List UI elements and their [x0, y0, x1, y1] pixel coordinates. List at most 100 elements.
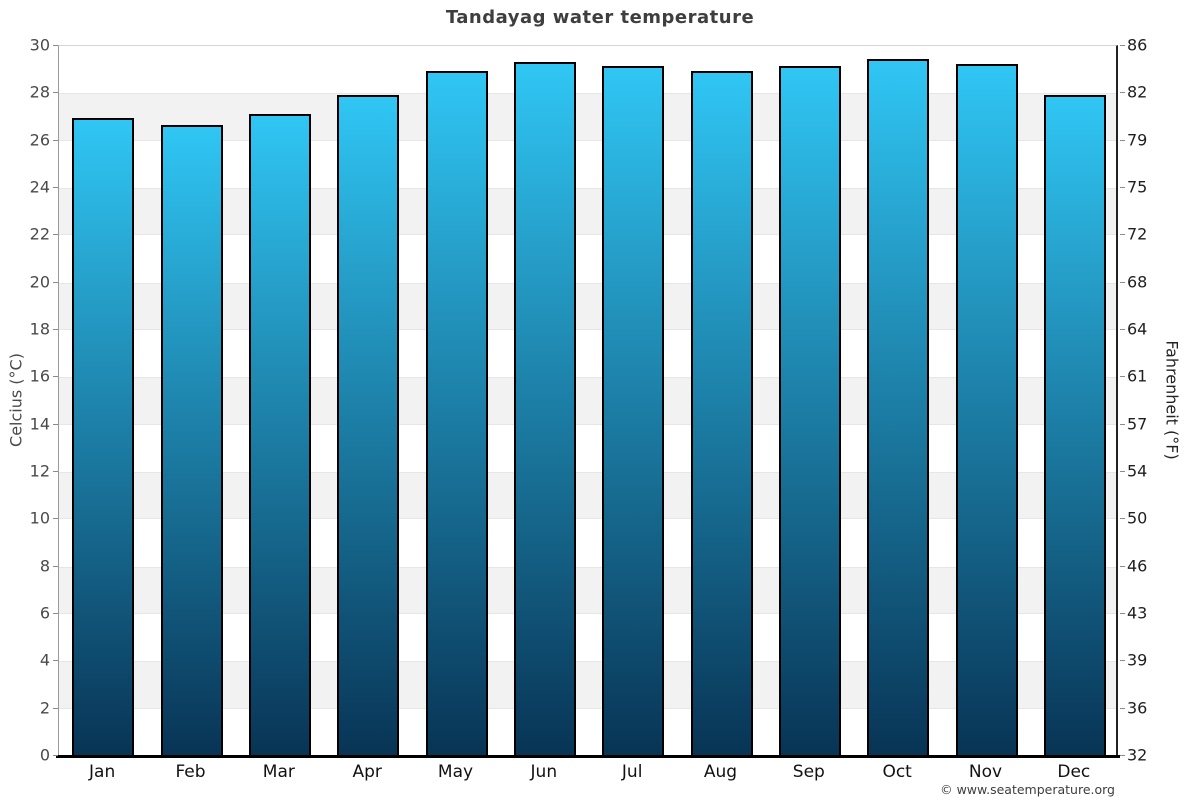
left-tick-mark — [53, 755, 58, 756]
right-tick-mark — [1120, 755, 1125, 756]
fahrenheit-tick-75: 75 — [1127, 177, 1148, 197]
month-label-may: May — [437, 762, 474, 782]
bar-nov — [955, 63, 1018, 755]
right-tick-mark — [1120, 329, 1125, 330]
bar-jul — [602, 66, 665, 755]
grid-band — [59, 282, 1116, 330]
x-axis-month-labels: Jan Feb Mar Apr May Jun Jul Aug Sep Oct Nov Dec — [58, 760, 1118, 786]
y-axis-fahrenheit-labels: 32 36 39 43 46 50 54 57 61 64 68 72 75 79 82 86 — [1127, 36, 1177, 765]
fahrenheit-tick-86: 86 — [1127, 35, 1148, 55]
y-axis-celsius-labels: 0 2 4 6 8 10 12 14 16 18 20 22 24 26 28 30 — [0, 36, 50, 765]
left-tick-mark — [53, 234, 58, 236]
right-tick-mark — [1120, 471, 1125, 472]
celsius-tick-16: 16 — [29, 366, 50, 386]
left-tick-mark — [53, 187, 58, 188]
fahrenheit-tick-46: 46 — [1127, 556, 1148, 576]
left-tick-mark — [53, 660, 58, 662]
grid-band — [59, 188, 1116, 236]
left-tick-mark — [53, 139, 58, 141]
right-tick-mark — [1120, 660, 1125, 662]
bar-mar — [248, 113, 311, 755]
month-label-jan: Jan — [89, 762, 116, 782]
left-tick-mark — [53, 281, 58, 283]
left-tick-mark — [53, 92, 58, 94]
right-tick-mark — [1120, 187, 1125, 188]
right-tick-mark — [1120, 92, 1125, 94]
left-tick-mark — [53, 518, 58, 520]
bar-apr — [337, 94, 400, 755]
month-label-aug: Aug — [703, 762, 738, 782]
left-tick-mark — [53, 45, 58, 46]
fahrenheit-tick-61: 61 — [1127, 366, 1148, 386]
celsius-tick-22: 22 — [29, 224, 50, 244]
grid-band — [59, 708, 1116, 756]
celsius-tick-2: 2 — [39, 698, 50, 718]
celsius-tick-26: 26 — [29, 130, 50, 150]
celsius-tick-28: 28 — [29, 82, 50, 102]
right-tick-mark — [1120, 45, 1125, 46]
bar-may — [425, 71, 488, 755]
copyright-credit: © www.seatemperature.org — [940, 782, 1115, 797]
bar-sep — [778, 66, 841, 755]
grid-band — [59, 46, 1116, 94]
month-label-feb: Feb — [175, 762, 206, 782]
bar-aug — [690, 71, 753, 755]
celsius-tick-14: 14 — [29, 414, 50, 434]
left-tick-mark — [53, 613, 58, 614]
bar-feb — [160, 125, 223, 755]
celsius-tick-8: 8 — [39, 556, 50, 576]
grid-band — [59, 614, 1116, 662]
grid-band — [59, 140, 1116, 188]
month-label-nov: Nov — [968, 762, 1003, 782]
left-tick-mark — [53, 707, 58, 709]
fahrenheit-tick-43: 43 — [1127, 603, 1148, 623]
grid-band — [59, 330, 1116, 378]
fahrenheit-tick-36: 36 — [1127, 698, 1148, 718]
right-tick-mark — [1120, 234, 1125, 236]
right-tick-mark — [1120, 423, 1125, 425]
left-tick-mark — [53, 423, 58, 425]
celsius-tick-4: 4 — [39, 650, 50, 670]
month-label-apr: Apr — [352, 762, 382, 782]
y-axis-title-fahrenheit: Fahrenheit (°F) — [1162, 340, 1182, 460]
grid-band — [59, 235, 1116, 283]
bar-oct — [867, 59, 930, 755]
month-label-oct: Oct — [882, 762, 912, 782]
grid-band — [59, 566, 1116, 614]
celsius-tick-0: 0 — [39, 745, 50, 765]
fahrenheit-tick-32: 32 — [1127, 745, 1148, 765]
month-label-jul: Jul — [621, 762, 643, 782]
month-label-jun: Jun — [530, 762, 558, 782]
grid-band — [59, 377, 1116, 425]
grid-band — [59, 93, 1116, 141]
chart-title: Tandayag water temperature — [445, 7, 755, 28]
right-tick-mark — [1120, 707, 1125, 709]
left-tick-mark — [53, 329, 58, 330]
plot-area — [58, 45, 1118, 756]
right-tick-mark — [1120, 281, 1125, 283]
fahrenheit-tick-54: 54 — [1127, 461, 1148, 481]
celsius-tick-10: 10 — [29, 508, 50, 528]
celsius-tick-24: 24 — [29, 177, 50, 197]
fahrenheit-tick-39: 39 — [1127, 650, 1148, 670]
celsius-tick-12: 12 — [29, 461, 50, 481]
right-tick-mark — [1120, 565, 1125, 567]
celsius-tick-6: 6 — [39, 603, 50, 623]
bar-dec — [1043, 94, 1106, 755]
celsius-tick-18: 18 — [29, 319, 50, 339]
fahrenheit-tick-79: 79 — [1127, 130, 1148, 150]
month-label-sep: Sep — [792, 762, 825, 782]
right-tick-mark — [1120, 613, 1125, 614]
left-tick-mark — [53, 471, 58, 472]
grid-band — [59, 424, 1116, 472]
grid-band — [59, 519, 1116, 567]
fahrenheit-tick-64: 64 — [1127, 319, 1148, 339]
celsius-tick-20: 20 — [29, 272, 50, 292]
left-tick-mark — [53, 565, 58, 567]
right-tick-mark — [1120, 139, 1125, 141]
celsius-tick-30: 30 — [29, 35, 50, 55]
right-tick-mark — [1120, 376, 1125, 378]
bar-jan — [72, 118, 135, 755]
fahrenheit-tick-57: 57 — [1127, 414, 1148, 434]
